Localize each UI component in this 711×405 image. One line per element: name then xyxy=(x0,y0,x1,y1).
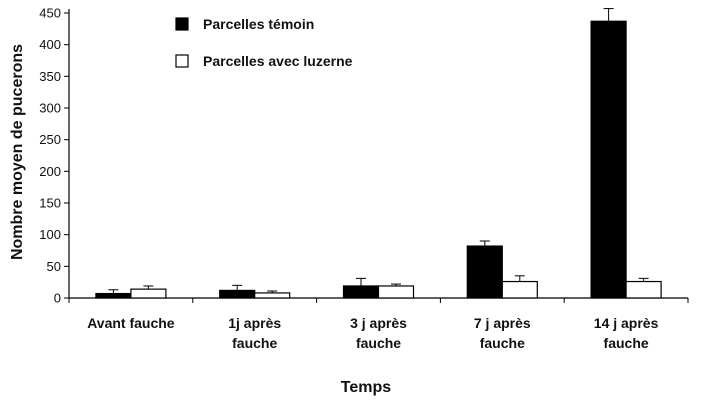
y-tick-label: 0 xyxy=(54,291,61,306)
bar-luzerne xyxy=(130,288,167,299)
y-tick-label: 200 xyxy=(39,164,61,179)
x-tick-label: Avant fauche xyxy=(87,315,175,331)
bar-temoin xyxy=(466,245,503,299)
y-tick-label: 150 xyxy=(39,196,61,211)
x-tick-label: 14 j après xyxy=(594,315,659,331)
x-tick-label: 1j après xyxy=(228,315,281,331)
legend-swatch xyxy=(175,54,189,68)
bar-temoin xyxy=(95,292,132,299)
bar-luzerne xyxy=(254,292,291,299)
y-tick-label: 250 xyxy=(39,132,61,147)
y-tick-label: 50 xyxy=(47,259,61,274)
legend-swatch xyxy=(175,17,189,31)
bar-temoin xyxy=(219,289,256,299)
y-tick-label: 400 xyxy=(39,37,61,52)
bar-temoin xyxy=(342,285,380,299)
y-tick-label: 450 xyxy=(39,6,61,21)
x-tick-label: 3 j après xyxy=(350,315,407,331)
legend-label: Parcelles avec luzerne xyxy=(203,53,353,69)
bar-luzerne xyxy=(501,280,538,299)
y-tick-label: 350 xyxy=(39,69,61,84)
x-tick-label: 7 j après xyxy=(474,315,531,331)
bar-luzerne xyxy=(625,280,662,299)
bar-temoin xyxy=(590,20,627,299)
x-axis-title: Temps xyxy=(341,379,391,396)
legend-label: Parcelles témoin xyxy=(203,16,314,32)
x-tick-label: fauche xyxy=(604,335,649,351)
y-tick-label: 300 xyxy=(39,101,61,116)
bar-luzerne xyxy=(377,285,415,299)
y-tick-label: 100 xyxy=(39,227,61,242)
x-tick-label: fauche xyxy=(232,335,277,351)
x-tick-label: fauche xyxy=(356,335,401,351)
y-axis-title: Nombre moyen de pucerons xyxy=(9,44,26,260)
x-tick-label: fauche xyxy=(480,335,525,351)
